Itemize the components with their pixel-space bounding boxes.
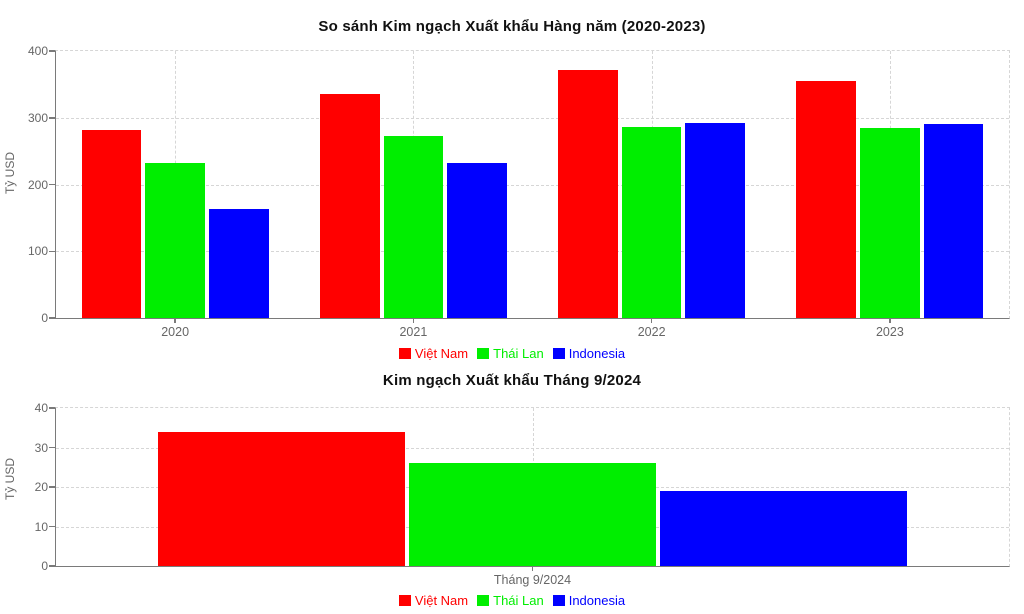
legend-item-thai-lan[interactable]: Thái Lan	[477, 593, 544, 608]
y-tick-label: 10	[34, 519, 48, 534]
bar-viet-nam-thang-9-2024[interactable]	[158, 431, 406, 566]
y-tick-mark	[49, 407, 55, 409]
legend-label: Indonesia	[568, 346, 626, 361]
bar-viet-nam-2021[interactable]	[319, 93, 380, 318]
y-tick-label: 300	[27, 110, 48, 125]
x-tick-mark	[889, 318, 891, 323]
y-tick-mark	[49, 50, 55, 52]
bar-indonesia-thang-9-2024[interactable]	[659, 490, 907, 566]
y-tick-label: 400	[27, 44, 48, 58]
bar-viet-nam-2020[interactable]	[81, 129, 142, 318]
y-tick-mark	[49, 565, 55, 567]
y-tick-mark	[49, 446, 55, 449]
bar-indonesia-2022[interactable]	[685, 123, 746, 318]
x-tick-mark	[412, 318, 415, 323]
bar-indonesia-2023[interactable]	[923, 123, 984, 318]
y-tick-label: 200	[27, 177, 48, 192]
x-tick-label: 2022	[637, 325, 666, 339]
bar-indonesia-2020[interactable]	[208, 209, 269, 318]
bar-thai-lan-thang-9-2024[interactable]	[409, 463, 656, 566]
legend-label: Indonesia	[568, 593, 626, 608]
bar-thai-lan-2023[interactable]	[860, 127, 920, 318]
legend-label: Việt Nam	[414, 593, 469, 608]
x-tick-label: 2020	[161, 325, 190, 339]
legend-swatch-viet-nam	[398, 348, 411, 359]
x-tick-mark	[650, 318, 653, 323]
legend-swatch-indonesia	[552, 348, 565, 359]
legend-swatch-thai-lan	[477, 348, 490, 359]
y-tick-label: 30	[34, 440, 48, 455]
x-tick-mark	[531, 566, 534, 571]
y-tick-label: 20	[34, 480, 48, 494]
bar-thai-lan-2021[interactable]	[383, 136, 444, 318]
monthly-chart-title: Kim ngạch Xuất khẩu Tháng 9/2024	[382, 372, 642, 390]
legend-item-viet-nam[interactable]: Việt Nam	[398, 593, 469, 608]
y-tick-label: 100	[27, 244, 48, 259]
legend-swatch-viet-nam	[398, 595, 411, 606]
x-tick-label: 2021	[399, 325, 428, 339]
y-tick-label: 0	[41, 559, 48, 573]
gridline	[56, 251, 1009, 253]
legend-swatch-thai-lan	[477, 595, 490, 606]
legend-label: Thái Lan	[493, 346, 544, 361]
legend-item-thai-lan[interactable]: Thái Lan	[477, 346, 544, 361]
annual-plot-area: 0 100 200 300 400 2020 2021 2022 2023	[28, 44, 1010, 339]
bar-viet-nam-2022[interactable]	[558, 70, 618, 318]
monthly-chart-legend: Việt Nam Thái Lan Indonesia	[0, 593, 1024, 608]
x-tick-label: Tháng 9/2024	[493, 573, 572, 587]
y-tick-mark	[49, 250, 55, 252]
bar-thai-lan-2022[interactable]	[621, 127, 682, 318]
legend-item-indonesia[interactable]: Indonesia	[552, 593, 626, 608]
annual-chart-title: So sánh Kim ngạch Xuất khẩu Hàng năm (20…	[318, 18, 706, 36]
y-tick-mark	[49, 525, 55, 528]
y-tick-mark	[49, 486, 55, 488]
legend-item-viet-nam[interactable]: Việt Nam	[398, 346, 469, 361]
y-tick-label: 40	[34, 401, 48, 415]
x-tick-label: 2023	[875, 325, 904, 339]
monthly-plot-area: 0 10 20 30 40 Tháng 9/2024	[35, 401, 1010, 587]
legend-label: Việt Nam	[414, 346, 469, 361]
bar-indonesia-2021[interactable]	[447, 163, 507, 318]
legend-swatch-indonesia	[552, 595, 565, 606]
legend-label: Thái Lan	[493, 593, 544, 608]
x-tick-mark	[174, 318, 176, 323]
bar-thai-lan-2020[interactable]	[145, 163, 205, 318]
legend-item-indonesia[interactable]: Indonesia	[552, 346, 626, 361]
y-tick-label: 0	[41, 311, 48, 325]
gridline	[56, 184, 1009, 186]
y-tick-mark	[49, 317, 55, 319]
bar-viet-nam-2023[interactable]	[796, 81, 857, 318]
gridline	[56, 117, 1009, 119]
annual-chart-legend: Việt Nam Thái Lan Indonesia	[0, 346, 1024, 361]
y-tick-mark	[49, 183, 55, 186]
y-tick-mark	[49, 117, 55, 119]
